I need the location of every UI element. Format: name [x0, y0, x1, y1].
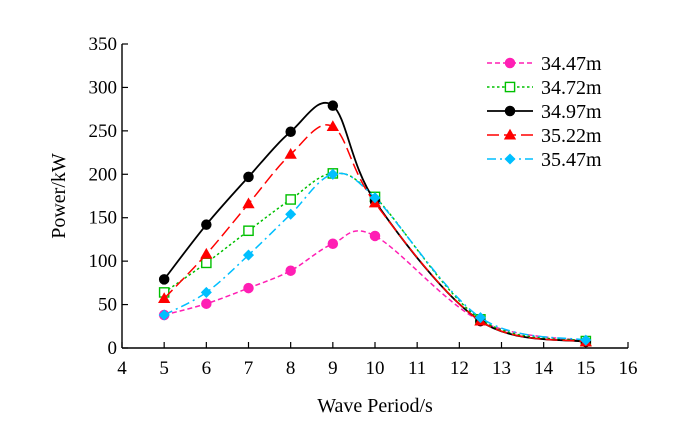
- x-axis-title: Wave Period/s: [317, 395, 433, 417]
- data-point: [285, 194, 296, 205]
- data-point: [158, 292, 171, 303]
- series-35.47m: [158, 168, 592, 346]
- y-tick-label: 50: [98, 295, 117, 316]
- legend-item: 34.72m: [487, 77, 602, 99]
- y-axis-title: Power/kW: [48, 153, 70, 239]
- legend-label: 34.97m: [541, 101, 602, 123]
- data-point: [326, 120, 339, 131]
- legend-item: 34.47m: [487, 53, 602, 75]
- x-tick-label: 16: [619, 358, 638, 379]
- legend-marker: [504, 105, 516, 117]
- y-tick-label: 0: [108, 338, 118, 359]
- series-layer: [158, 100, 592, 348]
- y-tick-label: 200: [89, 164, 118, 185]
- series-34.97m: [158, 100, 592, 348]
- data-point: [327, 168, 339, 180]
- x-tick-label: 14: [534, 358, 554, 379]
- data-point: [285, 126, 296, 137]
- data-point: [200, 247, 213, 259]
- data-point: [200, 286, 212, 298]
- data-point: [327, 100, 339, 111]
- legend-label: 35.47m: [541, 149, 602, 171]
- data-point: [201, 219, 212, 230]
- data-point: [474, 312, 486, 324]
- data-point: [243, 282, 254, 294]
- legend-label: 35.22m: [541, 125, 602, 147]
- data-point: [285, 208, 297, 220]
- x-tick-label: 15: [576, 358, 595, 379]
- legend-marker: [504, 81, 516, 93]
- y-ticks: 0 50 100 150 200 250 300 350: [89, 34, 128, 359]
- data-point: [201, 257, 212, 269]
- legend-marker: [504, 57, 516, 69]
- x-tick-label: 11: [408, 358, 426, 379]
- data-point: [285, 265, 296, 276]
- y-tick-label: 100: [89, 251, 118, 272]
- data-point: [369, 192, 381, 204]
- x-tick-label: 5: [159, 358, 169, 379]
- y-tick-label: 250: [89, 121, 118, 142]
- y-tick-label: 350: [89, 34, 118, 55]
- x-tick-label: 8: [286, 358, 296, 379]
- data-point: [158, 274, 170, 285]
- data-point: [243, 171, 254, 183]
- legend-marker: [504, 153, 516, 165]
- data-point: [243, 225, 254, 237]
- series-34.47m: [158, 230, 592, 347]
- y-tick-label: 150: [89, 208, 118, 229]
- legend-item: 34.97m: [487, 101, 602, 123]
- data-point: [242, 249, 255, 261]
- legend-marker: [503, 128, 517, 140]
- x-tick-label: 13: [492, 358, 511, 379]
- x-tick-label: 7: [244, 358, 254, 379]
- x-tick-label: 10: [366, 358, 385, 379]
- x-tick-label: 9: [328, 358, 338, 379]
- legend-item: 35.47m: [487, 149, 602, 171]
- x-tick-label: 12: [450, 358, 469, 379]
- legend-item: 35.22m: [487, 125, 602, 147]
- x-ticks: 4 5 6 7 8 9 10 11 12 13 14 15 16: [117, 342, 638, 379]
- data-point: [369, 230, 381, 242]
- series-line: [163, 230, 586, 342]
- y-tick-label: 300: [89, 77, 118, 98]
- series-line: [163, 102, 587, 343]
- x-tick-label: 4: [117, 358, 127, 379]
- legend-label: 34.47m: [541, 53, 602, 75]
- data-point: [284, 148, 297, 159]
- data-point: [242, 197, 255, 209]
- data-point: [327, 238, 339, 250]
- x-tick-label: 6: [202, 358, 212, 379]
- data-point: [201, 298, 212, 309]
- legend-label: 34.72m: [541, 77, 602, 99]
- data-point: [158, 309, 170, 321]
- data-point: [580, 334, 592, 346]
